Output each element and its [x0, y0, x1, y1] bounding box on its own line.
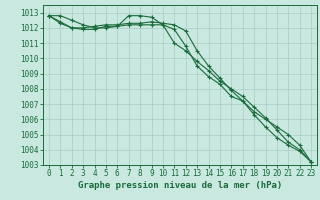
X-axis label: Graphe pression niveau de la mer (hPa): Graphe pression niveau de la mer (hPa) [78, 181, 282, 190]
